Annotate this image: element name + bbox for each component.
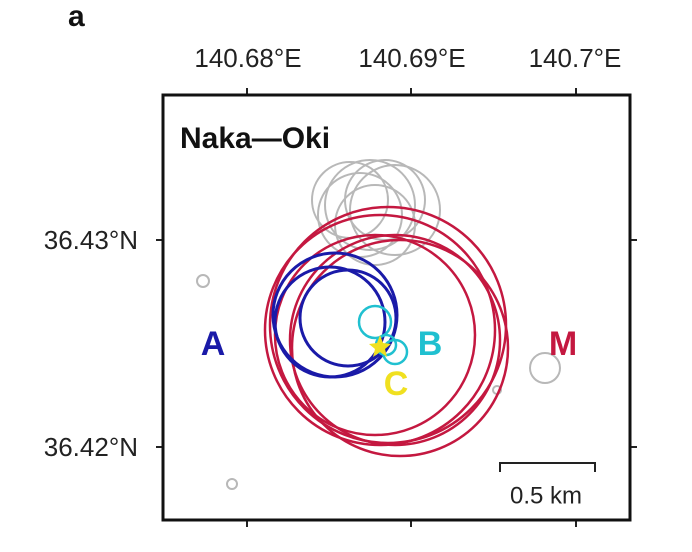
lon-label: 140.68°E [194,43,301,73]
map-frame [161,93,632,522]
m-circles [263,205,510,458]
cluster-label: M [549,325,577,363]
a-circles [271,251,399,379]
cluster-label: C [384,365,409,403]
c-star [369,335,391,357]
scale-bar [499,462,596,472]
lon-label: 140.7°E [529,43,622,73]
cluster-label: B [418,325,443,363]
panel-label: a [68,0,85,33]
map-title: Naka—Oki [180,122,330,155]
lat-label: 36.42°N [44,432,138,462]
scale-label: 0.5 km [510,482,582,509]
lon-label: 140.69°E [358,43,465,73]
lat-label: 36.43°N [44,225,138,255]
cluster-label: A [201,325,226,363]
